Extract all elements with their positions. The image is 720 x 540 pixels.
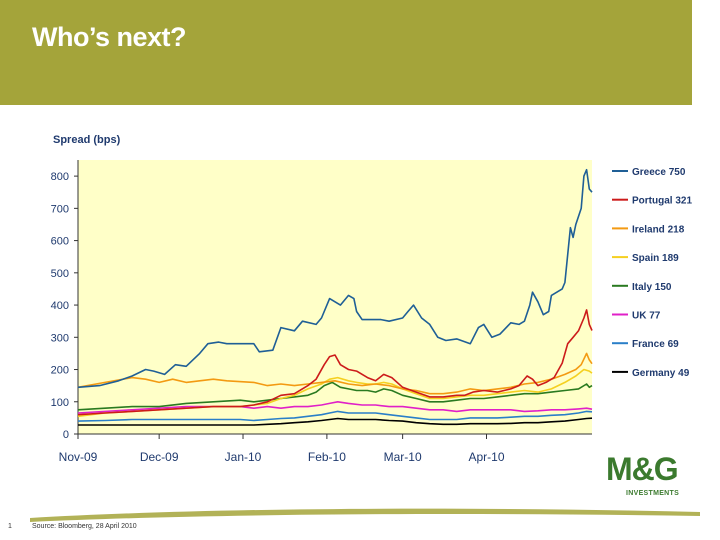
logo-main-text: M&G (606, 451, 679, 487)
legend-label-spain: Spain 189 (632, 253, 679, 264)
legend-label-uk: UK 77 (632, 311, 661, 322)
x-tick-label: Nov-09 (59, 450, 98, 464)
series-line-ireland (77, 352, 593, 395)
x-tick-label: Feb-10 (308, 450, 346, 464)
x-tick-label: Dec-09 (140, 450, 179, 464)
x-tick-label: Apr-10 (468, 450, 504, 464)
y-tick-label: 200 (51, 365, 69, 377)
y-tick-label: 800 (51, 171, 69, 183)
legend-label-france: France 69 (632, 339, 679, 350)
y-tick-label: 300 (51, 332, 69, 344)
y-tick-label: 100 (51, 397, 69, 409)
x-tick-label: Jan-10 (225, 450, 262, 464)
y-tick-label: 0 (63, 429, 69, 441)
legend-label-ireland: Ireland 218 (632, 224, 685, 235)
footer-stroke (30, 508, 700, 522)
mg-logo: M&G INVESTMENTS (606, 452, 692, 500)
series-line-germany (78, 417, 593, 426)
y-tick-label: 400 (51, 300, 69, 312)
x-tick-label: Mar-10 (384, 450, 422, 464)
header-banner (0, 0, 692, 105)
legend-label-italy: Italy 150 (632, 282, 672, 293)
legend-label-portugal: Portugal 321 (632, 196, 692, 207)
legend-label-germany: Germany 49 (632, 368, 690, 379)
page-title: Who’s next? (32, 22, 187, 52)
series-line-portugal (77, 309, 593, 416)
y-tick-label: 700 (51, 203, 69, 215)
source-note: Source: Bloomberg, 28 April 2010 (32, 523, 137, 530)
y-axis-label: Spread (bps) (53, 134, 121, 146)
logo-sub-text: INVESTMENTS (626, 490, 680, 497)
legend-label-greece: Greece 750 (632, 167, 686, 178)
plot-area (78, 160, 592, 434)
y-tick-label: 600 (51, 236, 69, 248)
slide-number: 1 (8, 523, 12, 530)
series-line-france (77, 410, 593, 422)
y-tick-label: 500 (51, 268, 69, 280)
series-line-greece (77, 168, 593, 389)
series-line-italy (77, 381, 593, 411)
